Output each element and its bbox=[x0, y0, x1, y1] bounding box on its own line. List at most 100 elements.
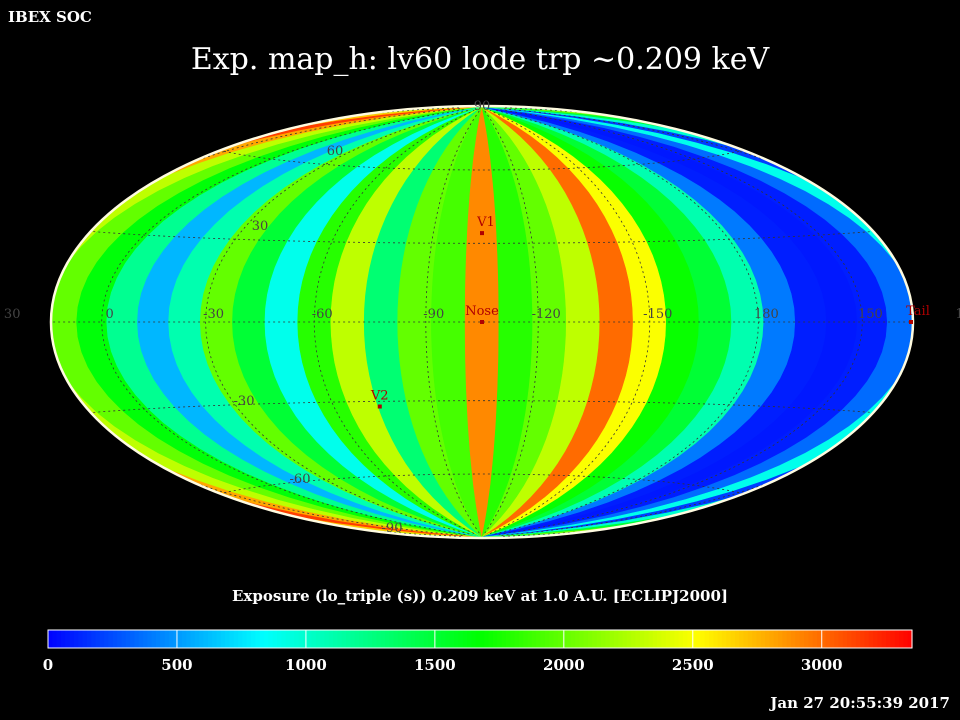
colorbar-segment bbox=[868, 630, 874, 648]
colorbar-segment bbox=[799, 630, 805, 648]
colorbar-segment bbox=[700, 630, 706, 648]
colorbar-segment bbox=[415, 630, 421, 648]
colorbar-segment bbox=[816, 630, 822, 648]
colorbar-segment bbox=[164, 630, 170, 648]
colorbar-segment bbox=[562, 630, 567, 648]
colorbar-segment bbox=[566, 630, 572, 648]
colorbar-segment bbox=[285, 630, 291, 648]
colorbar-segment bbox=[631, 630, 637, 648]
latitude-line bbox=[177, 135, 787, 171]
colorbar-segment bbox=[52, 630, 58, 648]
latitude-label: 90 bbox=[474, 99, 491, 114]
colorbar-segment bbox=[73, 630, 79, 648]
colorbar-segment bbox=[791, 630, 796, 648]
colorbar-segment bbox=[48, 630, 53, 648]
colorbar-segment bbox=[842, 630, 848, 648]
colorbar-segment bbox=[730, 630, 736, 648]
colorbar-segment bbox=[242, 630, 248, 648]
colorbar-segment bbox=[112, 630, 118, 648]
marker-nose-label: Nose bbox=[465, 304, 499, 319]
colorbar-segment bbox=[492, 630, 498, 648]
colorbar-segment bbox=[190, 630, 196, 648]
colorbar-segment bbox=[484, 630, 490, 648]
colorbar-segment bbox=[130, 630, 135, 648]
longitude-label: 180 bbox=[754, 307, 779, 322]
colorbar-segment bbox=[320, 630, 326, 648]
colorbar-segment bbox=[428, 630, 434, 648]
colorbar-segment bbox=[713, 630, 719, 648]
colorbar-segment bbox=[229, 630, 235, 648]
colorbar-segment bbox=[302, 630, 308, 648]
colorbar-segment bbox=[808, 630, 814, 648]
colorbar-segment bbox=[540, 630, 546, 648]
colorbar-segment bbox=[281, 630, 287, 648]
colorbar-segment bbox=[181, 630, 187, 648]
marker-tail-dot bbox=[909, 320, 913, 324]
colorbar-segment bbox=[678, 630, 684, 648]
colorbar-segment bbox=[86, 630, 92, 648]
colorbar-segment bbox=[553, 630, 559, 648]
colorbar-segment bbox=[259, 630, 265, 648]
colorbar-segment bbox=[778, 630, 783, 648]
colorbar-segment bbox=[890, 630, 896, 648]
colorbar-segment bbox=[168, 630, 174, 648]
colorbar-segment bbox=[527, 630, 533, 648]
colorbar-segment bbox=[134, 630, 140, 648]
colorbar-segment bbox=[821, 630, 827, 648]
marker-v1-dot bbox=[480, 231, 484, 236]
colorbar-segment bbox=[289, 630, 295, 648]
colorbar-segment bbox=[199, 630, 205, 648]
colorbar-segment bbox=[536, 630, 542, 648]
colorbar-segment bbox=[311, 630, 317, 648]
colorbar-segment bbox=[95, 630, 101, 648]
longitude-label: 150 bbox=[858, 307, 883, 322]
colorbar-segment bbox=[834, 630, 840, 648]
colorbar-segment bbox=[475, 630, 481, 648]
colorbar-segment bbox=[501, 630, 507, 648]
colorbar-segment bbox=[69, 630, 75, 648]
latitude-line bbox=[52, 214, 912, 244]
longitude-label: -120 bbox=[532, 307, 561, 322]
colorbar-segment bbox=[315, 630, 321, 648]
colorbar-segment bbox=[708, 630, 714, 648]
colorbar-segment bbox=[510, 630, 516, 648]
colorbar-segment bbox=[752, 630, 758, 648]
colorbar-segment bbox=[341, 630, 347, 648]
colorbar-segment bbox=[592, 630, 598, 648]
colorbar-segment bbox=[337, 630, 343, 648]
colorbar-segment bbox=[691, 630, 697, 648]
colorbar-segment bbox=[65, 630, 71, 648]
colorbar-segment bbox=[847, 630, 853, 648]
colorbar-segment bbox=[864, 630, 870, 648]
colorbar-tick-label: 2500 bbox=[672, 656, 714, 674]
colorbar-segment bbox=[454, 630, 459, 648]
colorbar-segment bbox=[268, 630, 274, 648]
colorbar-segment bbox=[138, 630, 144, 648]
marker-v2-label: V2 bbox=[370, 389, 389, 404]
longitude-line bbox=[501, 108, 912, 536]
colorbar-segment bbox=[186, 630, 192, 648]
colorbar-segment bbox=[60, 630, 66, 648]
colorbar-segment bbox=[782, 630, 788, 648]
colorbar-segment bbox=[99, 630, 105, 648]
colorbar-tick-label: 2000 bbox=[543, 656, 585, 674]
colorbar-segment bbox=[104, 630, 110, 648]
colorbar-segment bbox=[380, 630, 386, 648]
longitude-label: 0 bbox=[105, 307, 113, 322]
longitude-line bbox=[484, 110, 539, 534]
colorbar-tick-label: 3000 bbox=[801, 656, 843, 674]
latitude-line bbox=[52, 400, 912, 430]
colorbar-segment bbox=[449, 630, 455, 648]
colorbar-segment bbox=[639, 630, 645, 648]
colorbar-segment bbox=[363, 630, 369, 648]
longitude-label: -30 bbox=[203, 307, 224, 322]
colorbar-segment bbox=[108, 630, 114, 648]
colorbar-segment bbox=[203, 630, 209, 648]
colorbar-segment bbox=[307, 630, 313, 648]
colorbar-segment bbox=[406, 630, 412, 648]
latitude-label: -90 bbox=[382, 521, 403, 536]
colorbar-segment bbox=[734, 630, 740, 648]
colorbar-segment bbox=[626, 630, 632, 648]
colorbar-segment bbox=[648, 630, 654, 648]
